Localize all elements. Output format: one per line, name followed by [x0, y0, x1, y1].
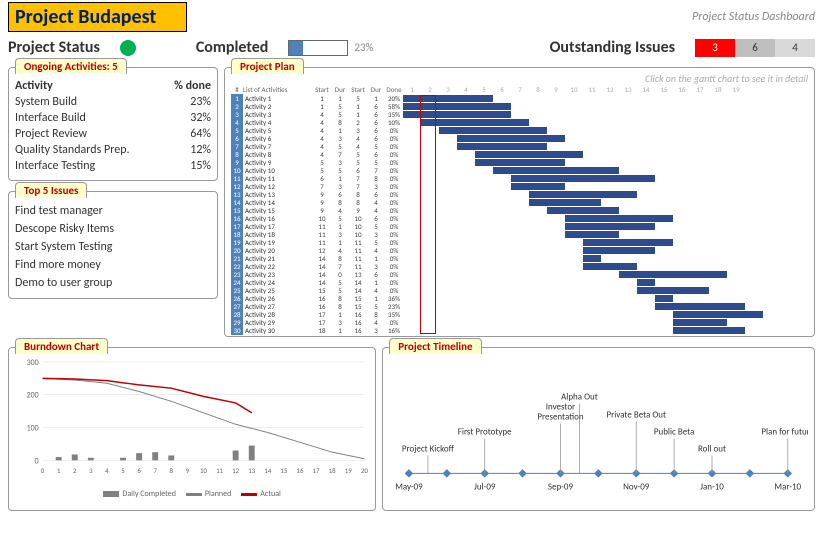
svg-text:Mar-10: Mar-10	[775, 481, 802, 492]
burndown-panel: Burndown Chart 0100200300012345678910111…	[8, 347, 376, 511]
activity-row: Quality Standards Prep.12%	[15, 142, 211, 158]
outstanding-issues-counts: 364	[695, 39, 815, 57]
timeline-panel: Project Timeline May-09Jul-09Sep-09Nov-0…	[382, 347, 815, 511]
svg-text:Private Beta Out: Private Beta Out	[607, 410, 667, 421]
svg-text:300: 300	[27, 359, 39, 368]
issue-count-box: 4	[775, 39, 815, 57]
issue-item: Demo to user group	[15, 274, 211, 292]
project-plan-tab: Project Plan	[231, 58, 304, 74]
issue-item: Start System Testing	[15, 238, 211, 256]
svg-text:10: 10	[200, 466, 207, 475]
svg-text:4: 4	[105, 466, 109, 475]
status-indicator-dot	[120, 40, 136, 56]
svg-text:12: 12	[232, 466, 239, 475]
legend-item: Actual	[241, 489, 281, 499]
activity-header-pct: % done	[174, 79, 211, 93]
svg-text:8: 8	[170, 466, 174, 475]
svg-text:5: 5	[121, 466, 125, 475]
status-label: Project Status	[8, 38, 100, 57]
svg-text:Public Beta: Public Beta	[654, 426, 694, 437]
svg-text:16: 16	[297, 466, 304, 475]
svg-text:6: 6	[137, 466, 141, 475]
svg-text:13: 13	[248, 466, 255, 475]
dashboard-label: Project Status Dashboard	[692, 10, 815, 24]
issue-item: Descope Risky Items	[15, 220, 211, 238]
svg-text:17: 17	[313, 466, 320, 475]
outstanding-issues-label: Outstanding Issues	[550, 38, 675, 57]
svg-text:Nov-09: Nov-09	[623, 481, 650, 492]
timeline-chart[interactable]: May-09 Jul-09 Sep-09 Nov-09 Jan-10 Mar-10 Proj…	[389, 356, 808, 501]
svg-text:11: 11	[216, 466, 223, 475]
svg-text:100: 100	[27, 425, 39, 434]
legend-item: Daily Completed	[103, 489, 175, 499]
svg-text:1: 1	[57, 466, 61, 475]
svg-text:14: 14	[264, 466, 271, 475]
svg-text:First Prototype: First Prototype	[458, 426, 512, 437]
svg-text:15: 15	[280, 466, 287, 475]
ongoing-activities-tab: Ongoing Activities: 5	[15, 58, 127, 74]
issue-count-box: 3	[695, 39, 735, 57]
svg-text:200: 200	[27, 392, 39, 401]
ongoing-activities-panel: Ongoing Activities: 5 Activity % done Sy…	[8, 67, 218, 181]
gantt-today-marker	[420, 95, 436, 334]
project-title: Project Budapest	[8, 2, 187, 32]
activity-row: System Build23%	[15, 94, 211, 110]
svg-text:9: 9	[186, 466, 190, 475]
svg-text:Jan-10: Jan-10	[700, 481, 724, 492]
svg-text:7: 7	[153, 466, 157, 475]
issue-item: Find test manager	[15, 202, 211, 220]
completed-percent-text: 23%	[354, 41, 373, 54]
issue-item: Find more money	[15, 256, 211, 274]
activity-row: Project Review64%	[15, 126, 211, 142]
svg-text:20: 20	[361, 466, 368, 475]
burndown-chart[interactable]: 0100200300012345678910111213141516171819…	[15, 356, 369, 486]
activity-row: Interface Testing15%	[15, 158, 211, 174]
completed-progress-bar	[288, 40, 348, 56]
activity-row: Interface Build32%	[15, 110, 211, 126]
svg-text:Jul-09: Jul-09	[474, 481, 496, 492]
gantt-row[interactable]: 30Activity 3018116316%	[231, 326, 808, 334]
svg-text:18: 18	[329, 466, 336, 475]
svg-text:Alpha Out: Alpha Out	[561, 392, 598, 403]
gantt-hint: Click on the gantt chart to see it in de…	[231, 72, 808, 85]
svg-text:19: 19	[345, 466, 352, 475]
svg-text:3: 3	[89, 466, 93, 475]
top-issues-tab: Top 5 Issues	[15, 182, 87, 198]
top-issues-panel: Top 5 Issues Find test managerDescope Ri…	[8, 191, 218, 299]
burndown-tab: Burndown Chart	[15, 338, 108, 354]
legend-item: Planned	[186, 489, 231, 499]
svg-text:Project Kickoff: Project Kickoff	[402, 443, 455, 454]
svg-text:Plan for future: Plan for future	[762, 426, 808, 437]
svg-text:Roll out: Roll out	[698, 443, 726, 454]
svg-text:0: 0	[35, 457, 39, 466]
svg-text:Sep-09: Sep-09	[548, 481, 574, 492]
project-plan-panel[interactable]: Project Plan Click on the gantt chart to…	[224, 67, 815, 337]
completed-label: Completed	[196, 38, 269, 57]
svg-text:0: 0	[41, 466, 45, 475]
activity-header-name: Activity	[15, 79, 53, 93]
svg-text:2: 2	[73, 466, 77, 475]
issue-count-box: 6	[735, 39, 775, 57]
timeline-tab: Project Timeline	[389, 338, 481, 354]
svg-text:Presentation: Presentation	[538, 412, 585, 423]
svg-text:May-09: May-09	[395, 481, 423, 492]
